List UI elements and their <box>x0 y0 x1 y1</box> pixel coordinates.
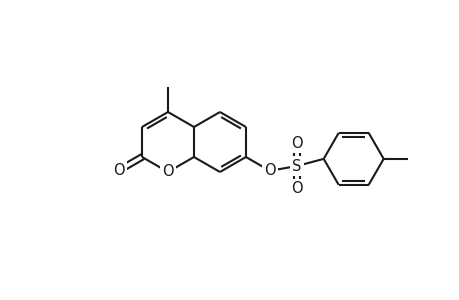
Text: O: O <box>291 136 302 151</box>
Text: O: O <box>263 163 275 178</box>
Text: S: S <box>292 158 301 173</box>
Text: O: O <box>113 163 125 178</box>
Text: O: O <box>291 181 302 196</box>
Text: O: O <box>162 164 174 179</box>
